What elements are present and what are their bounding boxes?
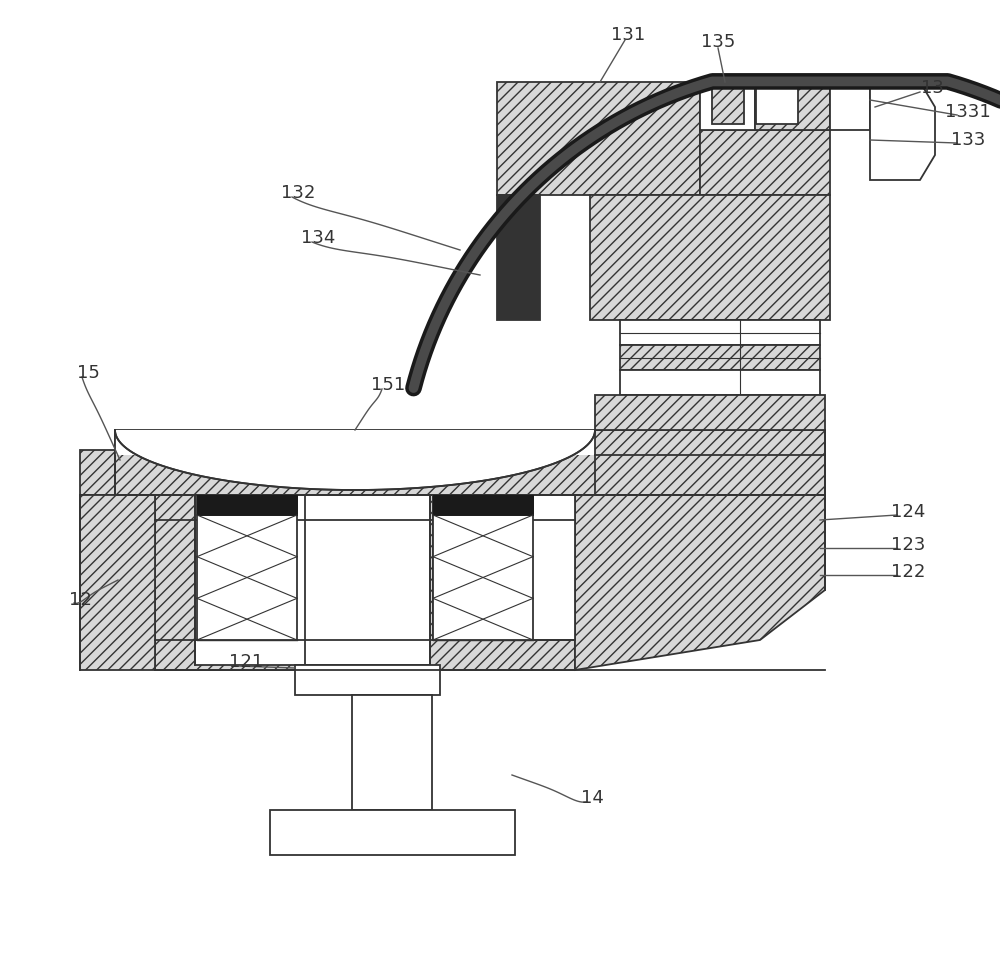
Polygon shape [700,82,830,130]
Text: 134: 134 [301,229,335,247]
Text: 122: 122 [891,563,925,581]
Text: 13: 13 [921,79,943,97]
Polygon shape [80,450,115,495]
Polygon shape [195,495,430,665]
Text: 151: 151 [371,376,405,394]
Bar [756,88,798,124]
Polygon shape [115,430,595,455]
Bar [595,430,825,455]
Text: 132: 132 [281,184,315,202]
Polygon shape [433,495,533,515]
Text: 124: 124 [891,503,925,521]
Bar [270,810,515,855]
Polygon shape [830,82,870,130]
Bar [433,495,533,640]
Polygon shape [590,195,830,320]
Bar [620,370,820,395]
Polygon shape [497,195,540,320]
Bar [620,320,820,345]
Text: 131: 131 [611,26,645,44]
Text: 1331: 1331 [945,103,991,121]
Text: 14: 14 [581,789,603,807]
Text: 135: 135 [701,33,735,51]
Polygon shape [870,82,935,180]
Polygon shape [80,495,155,670]
Bar [197,495,297,640]
Polygon shape [433,495,533,515]
Polygon shape [433,495,575,640]
Text: 123: 123 [891,536,925,554]
Polygon shape [497,82,700,195]
Bar [620,345,820,370]
Text: 121: 121 [229,653,263,671]
Polygon shape [197,495,297,515]
Bar [295,665,440,695]
Polygon shape [197,495,297,515]
Bar [700,82,755,130]
Text: 133: 133 [951,131,985,149]
Polygon shape [115,430,595,490]
Polygon shape [575,495,825,670]
Bar [595,395,825,430]
Bar [712,88,744,124]
Polygon shape [755,82,830,130]
Bar [352,695,432,810]
Polygon shape [155,495,575,670]
Polygon shape [115,430,825,495]
Polygon shape [700,130,830,195]
Text: 15: 15 [77,364,99,382]
Text: 12: 12 [69,591,91,609]
